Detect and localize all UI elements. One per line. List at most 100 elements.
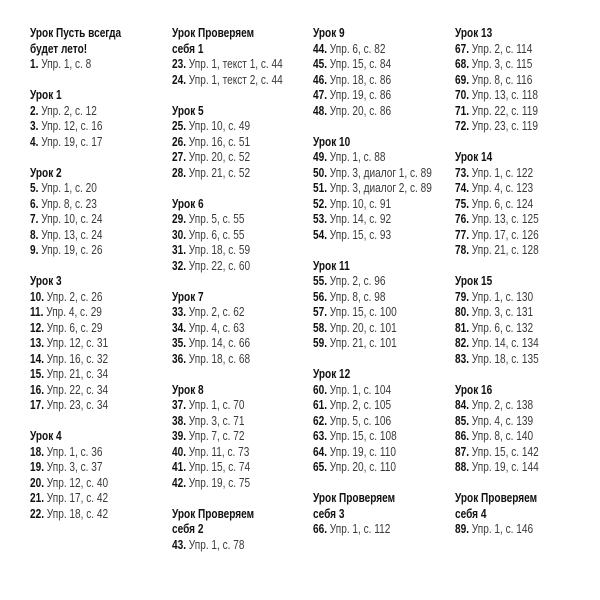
exercise-number: 44. [313, 41, 328, 56]
lesson-title: Урок 3 [30, 274, 62, 288]
exercise-reference: Упр. 2, с. 62 [186, 305, 245, 319]
lesson-group: Урок 1 2. Упр. 2, с. 12 3. Упр. 12, с. 16 4… [30, 88, 174, 150]
exercise-item: 76. Упр. 13, с. 125 [455, 212, 599, 228]
exercise-item: 69. Упр. 8, с. 116 [455, 73, 599, 89]
exercise-number: 48. [313, 103, 328, 118]
exercise-number: 66. [313, 522, 328, 536]
exercise-item: 83. Упр. 18, с. 135 [455, 352, 599, 368]
exercise-reference: Упр. 21, с. 34 [44, 367, 109, 381]
exercise-number: 11. [30, 305, 44, 319]
exercise-reference: Упр. 12, с. 40 [44, 475, 109, 490]
exercise-reference: Упр. 3, с. 115 [469, 57, 533, 71]
exercise-reference: Упр. 18, с. 59 [186, 243, 251, 257]
exercise-item: 48. Упр. 20, с. 86 [313, 104, 457, 120]
exercise-item: 43. Упр. 1, с. 78 [172, 538, 316, 554]
exercise-number: 19. [30, 460, 45, 474]
exercise-item: 17. Упр. 23, с. 34 [30, 398, 174, 414]
lesson-title: Урок Пусть всегда [30, 26, 122, 40]
exercise-item: 34. Упр. 4, с. 63 [172, 321, 316, 337]
exercise-number: 50. [313, 165, 328, 180]
exercise-number: 2. [30, 103, 39, 118]
exercise-reference: Упр. 18, с. 68 [186, 351, 251, 366]
exercise-number: 41. [172, 460, 187, 474]
exercise-item: 1. Упр. 1, с. 8 [30, 57, 174, 73]
exercise-item: 38. Упр. 3, с. 71 [172, 414, 316, 430]
exercise-number: 58. [313, 320, 328, 335]
lesson-group: Урок 5 25. Упр. 10, с. 49 26. Упр. 16, с. … [172, 104, 316, 182]
exercise-item: 14. Упр. 16, с. 32 [30, 352, 174, 368]
exercise-reference: Упр. 1, текст 1, с. 44 [186, 57, 283, 71]
exercise-number: 1. [30, 57, 39, 71]
exercise-item: 87. Упр. 15, с. 142 [455, 445, 599, 461]
exercise-item: 85. Упр. 4, с. 139 [455, 414, 599, 430]
exercise-reference: Упр. 3, с. 131 [469, 305, 534, 319]
exercise-reference: Упр. 15, с. 100 [327, 305, 397, 319]
exercise-item: 57. Упр. 15, с. 100 [313, 305, 457, 321]
exercise-item: 36. Упр. 18, с. 68 [172, 352, 316, 368]
exercise-number: 5. [30, 181, 39, 195]
exercise-number: 71. [455, 103, 470, 118]
column-4: Урок 13 67. Упр. 2, с. 114 68. Упр. 3, с. … [455, 26, 599, 553]
exercise-number: 31. [172, 243, 187, 257]
exercise-item: 27. Упр. 20, с. 52 [172, 150, 316, 166]
exercise-reference: Упр. 3, с. 71 [186, 413, 245, 428]
exercise-number: 55. [313, 274, 328, 288]
exercise-reference: Упр. 2, с. 105 [327, 398, 392, 412]
exercise-number: 57. [313, 305, 328, 319]
exercise-number: 32. [172, 258, 187, 273]
exercise-reference: Упр. 17, с. 126 [469, 227, 539, 242]
exercise-number: 8. [30, 227, 39, 242]
exercise-reference: Упр. 1, с. 88 [327, 150, 386, 164]
exercise-item: 80. Упр. 3, с. 131 [455, 305, 599, 321]
exercise-item: 84. Упр. 2, с. 138 [455, 398, 599, 414]
exercise-reference: Упр. 18, с. 42 [44, 506, 109, 521]
exercise-reference: Упр. 20, с. 110 [327, 460, 396, 474]
lesson-title: Урок 10 [313, 134, 351, 149]
exercise-reference: Упр. 2, с. 138 [469, 398, 534, 412]
lesson-group: Урок Проверяем себя 1 23. Упр. 1, текст 1,… [172, 26, 316, 88]
exercise-item: 61. Упр. 2, с. 105 [313, 398, 457, 414]
lesson-title: Урок 15 [455, 274, 493, 288]
exercise-reference: Упр. 23, с. 119 [469, 119, 538, 133]
exercise-reference: Упр. 1, текст 2, с. 44 [186, 72, 283, 87]
exercise-item: 9. Упр. 19, с. 26 [30, 243, 174, 259]
exercise-item: 55. Упр. 2, с. 96 [313, 274, 457, 290]
exercise-item: 75. Упр. 6, с. 124 [455, 197, 599, 213]
exercise-reference: Упр. 10, с. 91 [327, 196, 392, 211]
exercise-item: 56. Упр. 8, с. 98 [313, 290, 457, 306]
exercise-number: 40. [172, 444, 187, 459]
exercise-reference: Упр. 19, с. 26 [38, 243, 103, 257]
exercise-reference: Упр. 6, с. 132 [469, 320, 534, 335]
lesson-title: Урок Проверяем [313, 491, 396, 505]
exercise-reference: Упр. 1, с. 8 [38, 57, 92, 71]
exercise-item: 63. Упр. 15, с. 108 [313, 429, 457, 445]
exercise-reference: Упр. 2, с. 96 [327, 274, 386, 288]
exercise-reference: Упр. 6, с. 124 [469, 196, 534, 211]
lesson-title: Урок 14 [455, 150, 493, 164]
exercise-number: 17. [30, 398, 45, 412]
exercise-number: 61. [313, 398, 328, 412]
exercise-reference: Упр. 20, с. 52 [186, 150, 251, 164]
lesson-title: Урок 12 [313, 367, 351, 381]
lesson-title: себя 4 [455, 506, 487, 521]
exercise-number: 78. [455, 243, 470, 257]
exercise-number: 13. [30, 336, 45, 350]
exercise-reference: Упр. 18, с. 135 [469, 351, 539, 366]
exercise-item: 58. Упр. 20, с. 101 [313, 321, 457, 337]
exercise-item: 54. Упр. 15, с. 93 [313, 228, 457, 244]
lesson-title: Урок Проверяем [172, 26, 255, 40]
exercise-reference: Упр. 16, с. 32 [44, 351, 109, 366]
exercise-reference: Упр. 11, с. 73 [186, 444, 250, 459]
exercise-reference: Упр. 12, с. 31 [44, 336, 109, 350]
exercise-number: 73. [455, 165, 470, 180]
exercise-item: 67. Упр. 2, с. 114 [455, 42, 599, 58]
exercise-reference: Упр. 6, с. 29 [44, 320, 103, 335]
exercise-number: 10. [30, 289, 45, 304]
lesson-title: себя 2 [172, 522, 204, 536]
exercise-item: 40. Упр. 11, с. 73 [172, 445, 316, 461]
exercise-item: 42. Упр. 19, с. 75 [172, 476, 316, 492]
exercise-number: 64. [313, 444, 328, 459]
exercise-reference: Упр. 22, с. 60 [186, 258, 251, 273]
exercise-reference: Упр. 8, с. 23 [38, 196, 97, 211]
exercise-item: 5. Упр. 1, с. 20 [30, 181, 174, 197]
